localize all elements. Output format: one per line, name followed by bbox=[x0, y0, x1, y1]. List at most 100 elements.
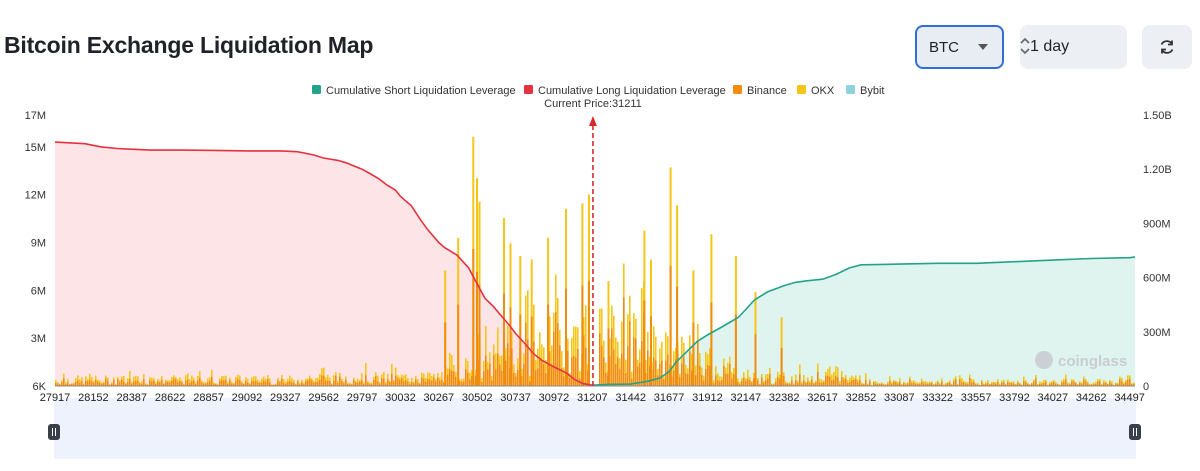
bar-binance bbox=[703, 380, 705, 386]
bar-binance bbox=[1105, 382, 1107, 386]
refresh-button[interactable] bbox=[1142, 25, 1192, 69]
bar-binance bbox=[635, 338, 637, 386]
bar-binance bbox=[661, 360, 663, 386]
bar-okx bbox=[429, 373, 431, 386]
bar-binance bbox=[435, 381, 437, 386]
bar-binance bbox=[287, 382, 289, 386]
bar-binance bbox=[145, 384, 147, 386]
bar-binance bbox=[1065, 379, 1067, 386]
bar-binance bbox=[175, 379, 177, 386]
bar-binance bbox=[729, 364, 731, 386]
bar-okx bbox=[283, 379, 285, 386]
bar-okx bbox=[1037, 383, 1039, 386]
bar-binance bbox=[399, 379, 401, 386]
bar-binance bbox=[759, 384, 761, 386]
bar-binance bbox=[459, 381, 461, 386]
x-tick: 28152 bbox=[78, 392, 109, 404]
bar-binance bbox=[337, 383, 339, 386]
coinglass-logo-icon bbox=[1035, 351, 1053, 369]
bar-binance bbox=[535, 370, 537, 386]
bar-binance bbox=[707, 365, 709, 386]
bar-binance bbox=[873, 382, 875, 386]
legend-label-3: OKX bbox=[811, 85, 835, 97]
bar-binance bbox=[727, 373, 729, 386]
bar-binance bbox=[1067, 384, 1069, 386]
bar-binance bbox=[249, 383, 251, 386]
bar-binance bbox=[819, 382, 821, 386]
bar-binance bbox=[1109, 382, 1111, 386]
bar-binance bbox=[267, 379, 269, 386]
symbol-select[interactable]: BTC bbox=[915, 25, 1004, 69]
bar-okx bbox=[831, 374, 833, 386]
bar-peak-binance-0 bbox=[472, 248, 475, 386]
bar-binance bbox=[723, 365, 725, 386]
bar-binance bbox=[527, 339, 529, 386]
bar-binance bbox=[119, 382, 121, 386]
range-slider-track[interactable] bbox=[54, 398, 1136, 459]
bar-binance bbox=[485, 355, 487, 386]
bar-binance bbox=[1041, 383, 1043, 386]
bar-binance bbox=[455, 376, 457, 386]
bar-binance bbox=[993, 383, 995, 386]
bar-binance bbox=[1017, 382, 1019, 386]
bar-binance bbox=[241, 383, 243, 386]
period-select[interactable]: 1 day bbox=[1020, 25, 1127, 69]
bar-binance bbox=[465, 369, 467, 386]
bar-binance bbox=[749, 380, 751, 386]
bar-peak-binance-13 bbox=[607, 328, 610, 386]
bar-binance bbox=[843, 379, 845, 386]
bar-binance bbox=[867, 384, 869, 386]
bar-binance bbox=[309, 379, 311, 386]
bar-binance bbox=[767, 378, 769, 386]
bar-binance bbox=[695, 375, 697, 386]
bar-binance bbox=[641, 341, 643, 386]
bar-binance bbox=[55, 383, 57, 386]
bar-binance bbox=[63, 378, 65, 386]
bar-okx bbox=[123, 376, 125, 386]
bar-binance bbox=[913, 382, 915, 386]
bar-binance bbox=[845, 378, 847, 386]
bar-binance bbox=[1099, 381, 1101, 386]
bar-okx bbox=[299, 382, 301, 386]
bar-okx bbox=[1055, 381, 1057, 386]
bar-binance bbox=[655, 360, 657, 386]
bar-binance bbox=[933, 384, 935, 386]
bar-binance bbox=[1053, 381, 1055, 386]
bar-binance bbox=[687, 374, 689, 386]
bar-peak-binance-2 bbox=[478, 284, 481, 386]
bar-binance bbox=[1055, 384, 1057, 386]
bar-binance bbox=[349, 384, 351, 386]
bar-binance bbox=[177, 382, 179, 386]
bar-binance bbox=[777, 376, 779, 386]
bar-binance bbox=[385, 383, 387, 386]
bar-binance bbox=[203, 383, 205, 386]
bar-binance bbox=[269, 382, 271, 386]
range-handle-left[interactable] bbox=[48, 424, 60, 440]
x-tick: 28857 bbox=[193, 392, 224, 404]
bar-binance bbox=[159, 382, 161, 386]
x-tick: 32852 bbox=[846, 392, 877, 404]
bar-binance bbox=[585, 348, 587, 386]
bar-binance bbox=[737, 382, 739, 386]
bar-binance bbox=[1025, 382, 1027, 386]
bar-binance bbox=[937, 382, 939, 386]
bar-peak-binance-22 bbox=[780, 348, 783, 386]
y-left-tick: 3M bbox=[31, 333, 46, 345]
bar-binance bbox=[599, 333, 601, 386]
bar-binance bbox=[259, 382, 261, 386]
bar-okx bbox=[403, 375, 405, 386]
bar-binance bbox=[233, 384, 235, 386]
bar-binance bbox=[649, 366, 651, 386]
bar-binance bbox=[141, 383, 143, 386]
coinglass-watermark: coinglass bbox=[1035, 351, 1127, 370]
bar-binance bbox=[587, 370, 589, 386]
bar-okx bbox=[141, 381, 143, 386]
bar-binance bbox=[615, 364, 617, 386]
bar-binance bbox=[911, 383, 913, 386]
bar-binance bbox=[253, 381, 255, 386]
bar-okx bbox=[269, 378, 271, 386]
bar-peak-binance-3 bbox=[457, 304, 460, 386]
bar-binance bbox=[549, 351, 551, 386]
bar-binance bbox=[775, 381, 777, 386]
range-handle-right[interactable] bbox=[1129, 424, 1141, 440]
